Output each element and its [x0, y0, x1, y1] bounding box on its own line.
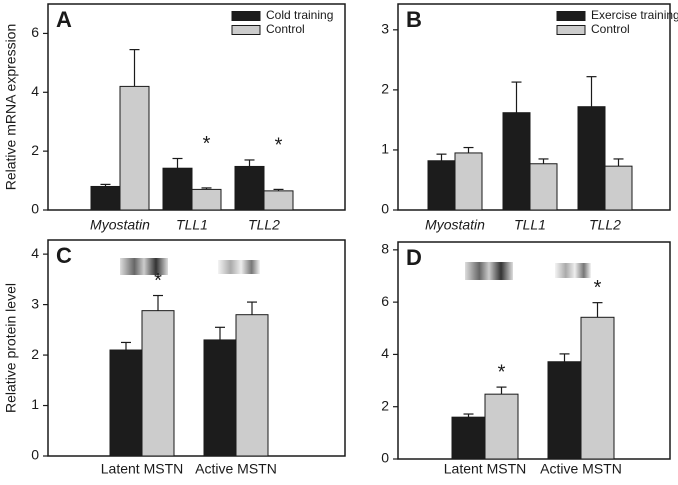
error-bar	[613, 158, 624, 167]
y-tick-label: 0	[381, 450, 389, 466]
error-bar	[201, 187, 212, 190]
bar	[263, 190, 294, 211]
error-bar	[463, 146, 474, 153]
bar	[235, 314, 269, 457]
error-bar	[273, 188, 284, 191]
y-tick-label: 8	[381, 241, 389, 257]
legend-swatch	[231, 11, 261, 21]
y-tick-label: 0	[31, 201, 39, 217]
error-bar	[463, 413, 474, 418]
bar	[162, 167, 193, 211]
y-tick-label: 0	[381, 201, 389, 217]
error-bar	[511, 81, 522, 113]
panel-label: C	[56, 243, 72, 268]
bar	[234, 165, 265, 211]
y-tick-label: 2	[31, 142, 39, 158]
legend-label: Control	[266, 22, 305, 36]
bar	[451, 416, 486, 460]
bar	[119, 85, 150, 211]
x-tick-label: TLL2	[248, 217, 280, 233]
bar	[191, 188, 222, 211]
significance-marker: *	[594, 277, 602, 299]
y-tick-label: 0	[31, 447, 39, 463]
bar	[109, 349, 143, 457]
bar	[529, 163, 558, 211]
error-bar	[538, 158, 549, 164]
legend-label: Exercise training	[591, 8, 678, 22]
bar	[577, 106, 606, 211]
blot-image	[465, 262, 513, 280]
bar	[580, 316, 615, 460]
error-bar	[586, 76, 597, 107]
y-tick-label: 1	[381, 141, 389, 157]
plot-frame	[397, 241, 671, 460]
legend-swatch	[556, 11, 586, 21]
panel-label: D	[406, 245, 422, 270]
bar	[427, 160, 456, 211]
significance-marker: *	[203, 133, 211, 155]
significance-marker: *	[498, 361, 506, 383]
significance-marker: *	[154, 270, 162, 292]
bar	[90, 185, 121, 211]
error-bar	[247, 301, 257, 315]
bar	[454, 152, 483, 211]
y-tick-label: 1	[31, 396, 39, 412]
y-tick-label: 6	[31, 24, 39, 40]
y-tick-label: 4	[31, 245, 39, 261]
panel-label: B	[406, 7, 422, 32]
significance-marker: *	[275, 134, 283, 156]
y-tick-label: 2	[31, 346, 39, 362]
bar	[502, 112, 531, 211]
error-bar	[129, 49, 140, 87]
plot-frame	[47, 239, 346, 457]
error-bar	[172, 157, 183, 169]
x-tick-label: Latent MSTN	[444, 461, 526, 477]
x-tick-label: Latent MSTN	[101, 461, 183, 477]
y-tick-label: 3	[31, 295, 39, 311]
error-bar	[100, 183, 111, 187]
blot-image	[120, 258, 168, 275]
x-tick-label: Active MSTN	[540, 461, 622, 477]
error-bar	[592, 302, 603, 318]
error-bar	[496, 386, 507, 395]
error-bar	[121, 341, 131, 351]
y-tick-label: 2	[381, 397, 389, 413]
y-tick-label: 4	[31, 83, 39, 99]
error-bar	[153, 294, 163, 311]
y-axis-label: Relative protein level	[3, 283, 19, 413]
y-axis-label: Relative mRNA expression	[3, 24, 19, 191]
x-tick-label: TLL2	[589, 217, 621, 233]
bar	[547, 361, 582, 460]
legend-label: Control	[591, 22, 630, 36]
legend-label: Cold training	[266, 8, 333, 22]
error-bar	[244, 159, 255, 167]
panel-label: A	[56, 7, 72, 32]
blot-image	[555, 263, 591, 278]
y-tick-label: 6	[381, 293, 389, 309]
x-tick-label: TLL1	[176, 217, 208, 233]
bar	[604, 165, 633, 211]
bar	[484, 393, 519, 460]
error-bar	[215, 326, 225, 340]
legend-swatch	[231, 25, 261, 35]
blot-image	[218, 260, 260, 274]
bar	[203, 339, 237, 457]
x-tick-label: Myostatin	[425, 217, 485, 233]
y-tick-label: 2	[381, 81, 389, 97]
x-tick-label: Myostatin	[90, 217, 150, 233]
x-tick-label: TLL1	[514, 217, 546, 233]
x-tick-label: Active MSTN	[195, 461, 277, 477]
legend-swatch	[556, 25, 586, 35]
error-bar	[559, 353, 570, 362]
error-bar	[436, 153, 447, 161]
y-tick-label: 4	[381, 345, 389, 361]
bar	[141, 310, 175, 457]
y-tick-label: 3	[381, 21, 389, 37]
